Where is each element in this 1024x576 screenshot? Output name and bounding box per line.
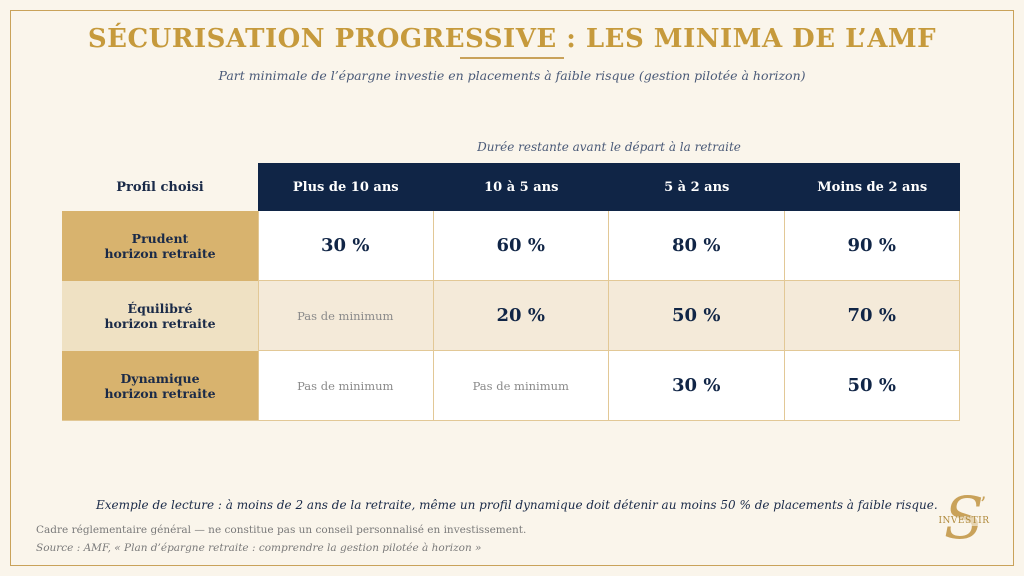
table-cell: 80 %	[609, 211, 785, 281]
grid-line	[258, 211, 259, 421]
column-header-over-10: Plus de 10 ans	[258, 163, 434, 211]
row-label-line2: horizon retraite	[104, 246, 216, 261]
row-label-line1: Équilibré	[127, 301, 193, 316]
logo-brand-text: INVESTIR	[934, 516, 994, 526]
column-header-5-to-2: 5 à 2 ans	[609, 163, 785, 211]
source-note: Source : AMF, « Plan d’épargne retraite …	[36, 542, 482, 554]
cell-value: 50 %	[672, 305, 721, 326]
row-label-line1: Prudent	[131, 231, 189, 246]
table-cell: Pas de minimum	[258, 351, 434, 421]
cell-value: 70 %	[847, 305, 896, 326]
table-cell: 50 %	[609, 281, 785, 351]
table-cell: 50 %	[784, 351, 960, 421]
disclaimer: Cadre réglementaire général — ne constit…	[36, 524, 527, 536]
page-subtitle: Part minimale de l’épargne investie en p…	[218, 68, 806, 83]
column-header-under-2: Moins de 2 ans	[784, 163, 960, 211]
cell-no-minimum: Pas de minimum	[297, 378, 394, 393]
row-label-prudent: Prudent horizon retraite	[62, 211, 258, 281]
page-title: SÉCURISATION PROGRESSIVE : LES MINIMA DE…	[87, 24, 937, 54]
table-cell: 90 %	[784, 211, 960, 281]
cell-value: 20 %	[496, 305, 545, 326]
logo-apostrophe: ’	[980, 492, 987, 516]
page-frame	[10, 10, 1014, 566]
row-label-line2: horizon retraite	[104, 386, 216, 401]
table-cell: 30 %	[258, 211, 434, 281]
profile-header: Profil choisi	[116, 179, 204, 195]
title-underline	[460, 57, 564, 59]
duration-label: Durée restante avant le départ à la retr…	[477, 140, 741, 154]
cell-no-minimum: Pas de minimum	[297, 308, 394, 323]
cell-value: 30 %	[321, 235, 370, 256]
table-cell: Pas de minimum	[433, 351, 609, 421]
reading-example: Exemple de lecture : à moins de 2 ans de…	[96, 498, 938, 512]
cell-value: 30 %	[672, 375, 721, 396]
row-label-line1: Dynamique	[120, 371, 200, 386]
table-cell: 70 %	[784, 281, 960, 351]
column-header-10-to-5: 10 à 5 ans	[433, 163, 609, 211]
cell-value: 50 %	[847, 375, 896, 396]
cell-no-minimum: Pas de minimum	[472, 378, 569, 393]
row-label-dynamique: Dynamique horizon retraite	[62, 351, 258, 421]
table-cell: 30 %	[609, 351, 785, 421]
table-cell: 60 %	[433, 211, 609, 281]
cell-value: 60 %	[496, 235, 545, 256]
row-label-equilibre: Équilibré horizon retraite	[62, 281, 258, 351]
cell-value: 90 %	[847, 235, 896, 256]
brand-logo: S ’ INVESTIR	[930, 484, 1000, 552]
table-cell: Pas de minimum	[258, 281, 434, 351]
cell-value: 80 %	[672, 235, 721, 256]
row-label-line2: horizon retraite	[104, 316, 216, 331]
grid-line	[62, 420, 960, 421]
table-cell: 20 %	[433, 281, 609, 351]
